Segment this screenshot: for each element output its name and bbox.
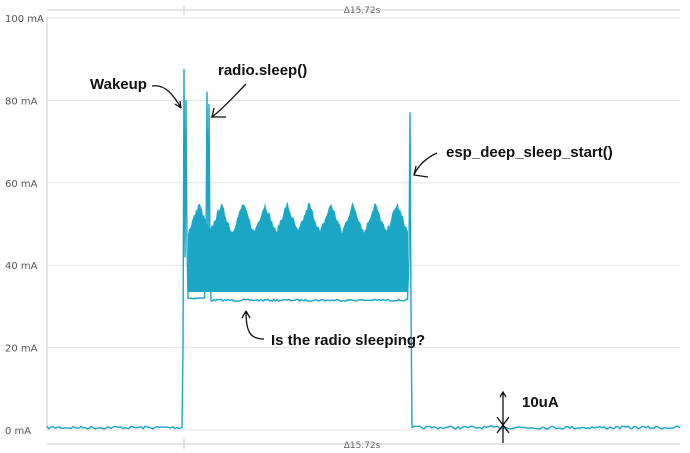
bottom-duration-label: Δ15.72s bbox=[344, 441, 381, 451]
y-axis-tick-labels: 0 mA 20 mA 40 mA 60 mA 80 mA 100 mA bbox=[5, 14, 44, 437]
annotation-wakeup-arrow bbox=[151, 85, 182, 109]
annotation-radio-question-arrow bbox=[241, 310, 265, 340]
annotation-sleep-current-text: 10uA bbox=[522, 394, 559, 411]
y-tick-label-3: 60 mA bbox=[5, 179, 38, 190]
annotation-sleep-current-arrow bbox=[496, 390, 510, 443]
y-tick-label-5: 100 mA bbox=[5, 14, 44, 25]
current-trace-line bbox=[46, 68, 681, 430]
active-current-band bbox=[188, 201, 408, 292]
annotation-deep-sleep-text: esp_deep_sleep_start() bbox=[446, 144, 613, 161]
y-tick-label-2: 40 mA bbox=[5, 261, 38, 272]
annotation-radio-sleep-arrow bbox=[210, 83, 247, 118]
annotation-wakeup-text: Wakeup bbox=[90, 76, 147, 93]
annotation-radio-question: Is the radio sleeping? bbox=[241, 310, 425, 349]
annotation-radio-question-text: Is the radio sleeping? bbox=[271, 332, 425, 349]
bottom-duration-marker: Δ15.72s bbox=[47, 439, 680, 451]
top-duration-label: Δ15.72s bbox=[344, 6, 381, 16]
annotation-radio-sleep: radio.sleep() bbox=[210, 62, 307, 118]
annotation-sleep-current: 10uA bbox=[496, 390, 559, 443]
top-duration-marker: Δ15.72s bbox=[47, 5, 680, 16]
y-tick-label-4: 80 mA bbox=[5, 96, 38, 107]
y-tick-label-0: 0 mA bbox=[5, 426, 31, 437]
y-tick-label-1: 20 mA bbox=[5, 344, 38, 355]
annotation-wakeup: Wakeup bbox=[90, 76, 182, 109]
annotation-deep-sleep-arrow bbox=[413, 152, 438, 178]
annotation-deep-sleep: esp_deep_sleep_start() bbox=[413, 144, 613, 178]
annotation-radio-sleep-text: radio.sleep() bbox=[218, 62, 307, 79]
